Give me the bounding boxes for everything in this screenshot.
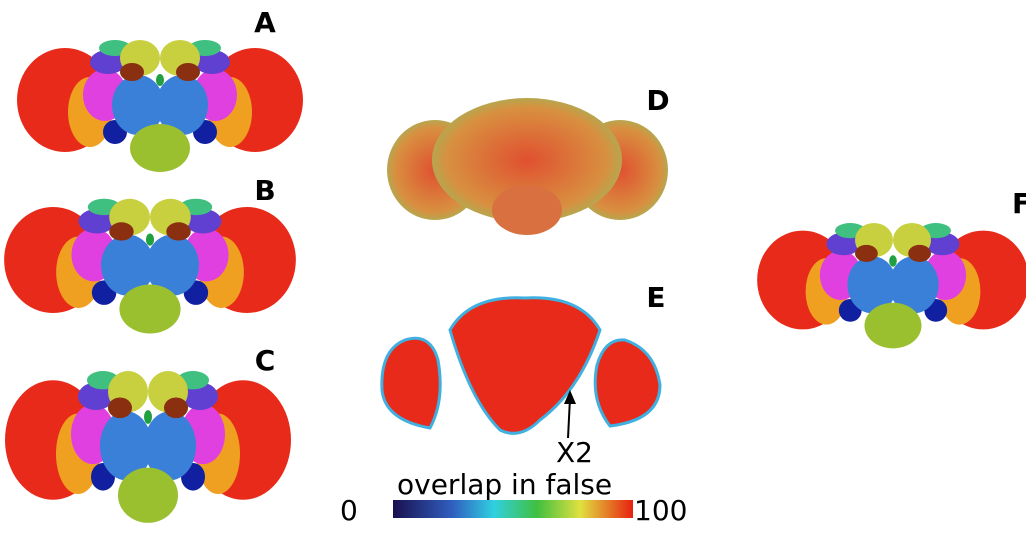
colorbar-min: 0 xyxy=(340,494,358,527)
panel-label: F xyxy=(1012,187,1026,220)
annotation: X2 xyxy=(556,436,593,469)
page: A B C D E F X2 overlap in false 0 100 ((… xyxy=(0,0,1026,533)
colorbar-title: overlap in false xyxy=(397,468,612,501)
brain-a xyxy=(17,40,303,172)
figure: A B C D E F X2 overlap in false 0 100 xyxy=(0,0,1026,533)
colorbar xyxy=(393,500,633,518)
overlap-slice xyxy=(382,298,660,434)
panel-label: C xyxy=(255,344,276,377)
panel-label: B xyxy=(254,174,275,207)
colorbar-max: 100 xyxy=(634,494,687,527)
brain-b xyxy=(4,199,296,334)
panel-label: A xyxy=(254,6,276,39)
panel-label: D xyxy=(646,84,669,117)
brain-c xyxy=(5,371,291,523)
panel-label: E xyxy=(646,281,665,314)
brain-f xyxy=(757,223,1026,348)
overlap-volume xyxy=(387,98,668,235)
